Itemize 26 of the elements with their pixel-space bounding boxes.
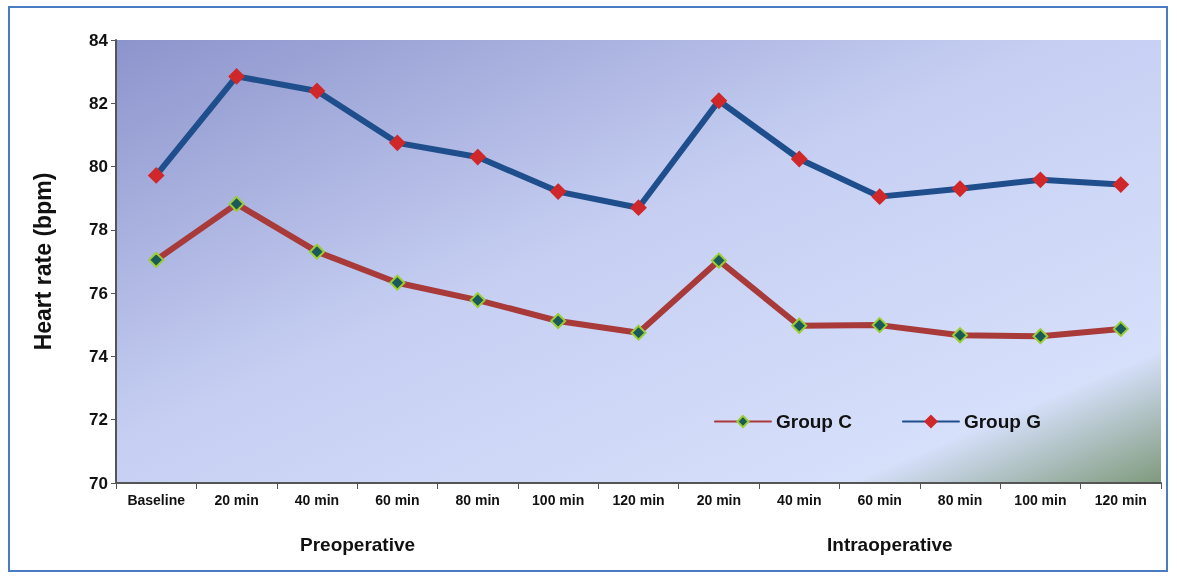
x-tick-label: 20 min (696, 492, 742, 508)
y-tick-label: 72 (89, 410, 108, 430)
x-tick-label: 40 min (294, 492, 340, 508)
y-tick-label: 78 (89, 220, 108, 240)
y-tick-label: 80 (89, 157, 108, 177)
legend-label: Group C (775, 411, 853, 432)
x-tick-label: 40 min (777, 492, 822, 508)
y-tick-label: 70 (89, 473, 108, 493)
x-tick-label: 60 min (857, 492, 902, 508)
x-tick-label: 100 min (532, 492, 585, 508)
y-tick-label: 82 (89, 93, 108, 113)
y-axis-title: Heart rate (bpm) (29, 172, 56, 351)
text: Intraoperative (827, 534, 953, 555)
x-tick-label: 20 min (214, 492, 259, 508)
x-tick-label: 80 min (937, 492, 983, 508)
y-tick-label: 84 (89, 30, 109, 50)
x-tick-label: 80 min (455, 492, 500, 508)
y-tick-label: 76 (89, 283, 108, 303)
x-tick-label: 120 min (1094, 492, 1147, 508)
text: Preoperative (300, 534, 416, 555)
x-tick-label: Baseline (127, 492, 186, 508)
x-tick-label: 60 min (375, 492, 420, 508)
x-tick-label: 100 min (1014, 492, 1067, 508)
x-tick-label: 120 min (612, 492, 665, 508)
legend-label: Group G (963, 411, 1042, 432)
y-tick-label: 74 (89, 346, 109, 366)
